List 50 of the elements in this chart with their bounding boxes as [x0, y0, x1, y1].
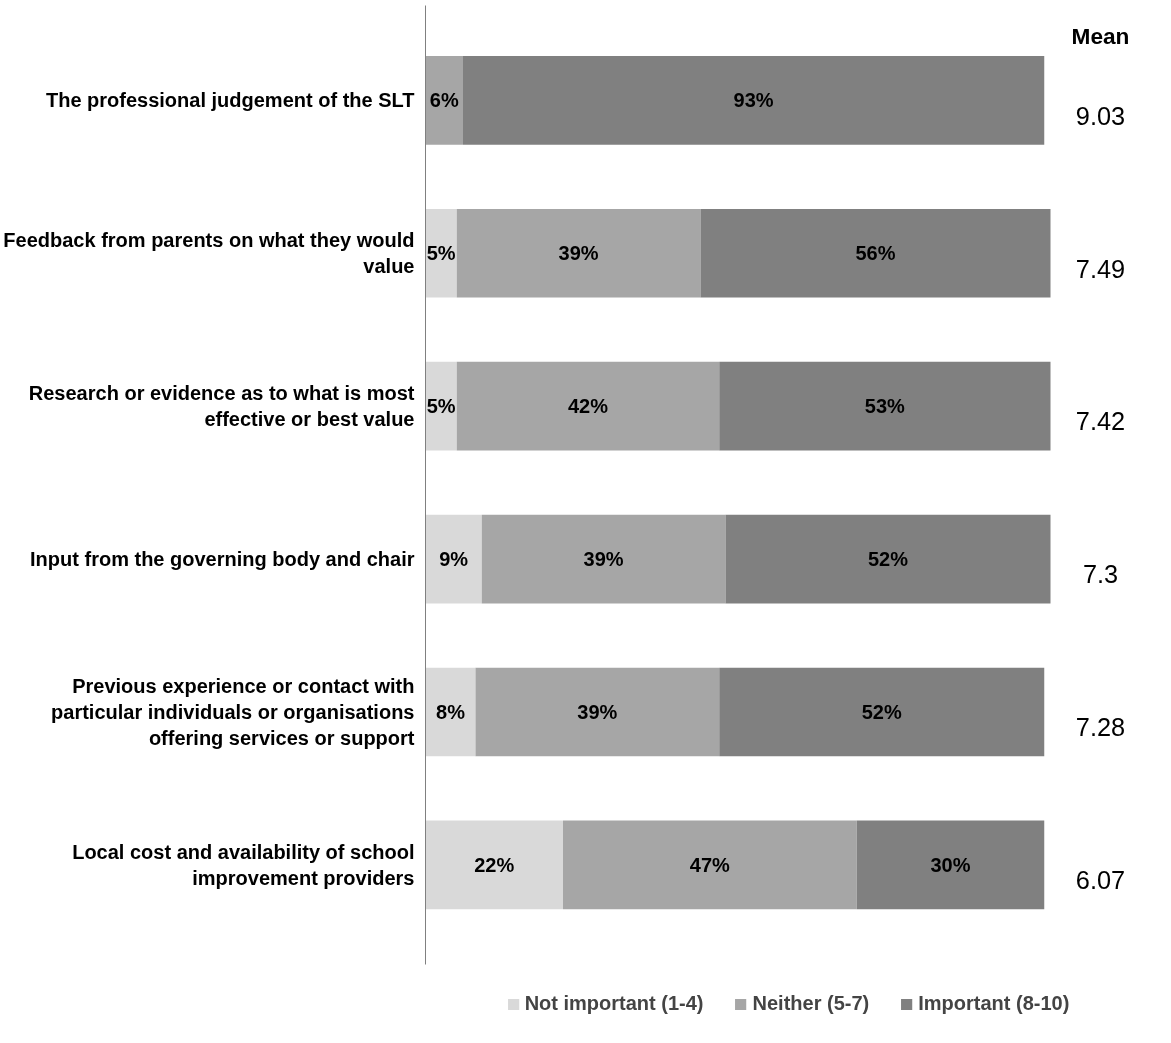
text: 7.42	[1075, 407, 1126, 436]
text: 7.3	[1082, 560, 1119, 589]
bar	[425, 55, 463, 145]
bar	[425, 514, 482, 604]
data-label: 5%	[426, 242, 456, 265]
data-label: 42%	[567, 395, 609, 418]
data-label: 9%	[439, 548, 469, 571]
data-label: 8%	[436, 701, 466, 724]
data-label: 56%	[855, 242, 896, 265]
text: 6.07	[1075, 866, 1126, 895]
data-label: 39%	[583, 548, 624, 571]
bar	[700, 208, 1051, 298]
bar	[856, 820, 1045, 910]
y-tick-label: Feedback from parents on what they would value	[3, 229, 415, 278]
bar	[425, 820, 563, 910]
text: 9.03	[1075, 101, 1126, 130]
data-label: 6%	[429, 89, 459, 112]
legend-label: Neither (5-7)	[752, 992, 870, 1015]
data-label: 52%	[867, 548, 909, 571]
data-label: 30%	[930, 853, 971, 876]
data-label: 39%	[558, 242, 599, 265]
data-label: 93%	[733, 89, 774, 112]
bar	[463, 55, 1045, 145]
bar	[425, 667, 476, 757]
y-tick-label: Input from the governing body and chair	[30, 548, 415, 571]
bar	[563, 820, 857, 910]
data-label: 39%	[577, 701, 618, 724]
bar	[456, 208, 701, 298]
bar	[725, 514, 1051, 604]
y-tick-label: The professional judgement of the SLT	[45, 89, 415, 112]
text: Mean	[1071, 23, 1130, 50]
legend-label: Not important (1-4)	[524, 992, 704, 1015]
bar	[425, 361, 457, 451]
data-label: 22%	[474, 853, 515, 876]
data-label: 53%	[864, 395, 906, 418]
bar	[719, 667, 1045, 757]
y-tick-label: Previous experience or contact with particular individuals or organisations offering services or support	[51, 674, 415, 750]
bar	[456, 361, 720, 451]
data-label: 52%	[861, 701, 902, 724]
y-tick-label: Local cost and availability of school improvement providers	[72, 840, 415, 890]
text: 7.49	[1075, 254, 1126, 283]
data-label: 5%	[426, 395, 456, 418]
bar	[719, 361, 1051, 451]
y-tick-label: Research or evidence as to what is most effective or best value	[28, 381, 415, 431]
bar	[425, 208, 457, 298]
text: 7.28	[1075, 713, 1126, 742]
bar	[481, 514, 726, 604]
data-label: 47%	[689, 853, 731, 876]
legend-label: Important (8-10)	[918, 992, 1070, 1015]
bar	[475, 667, 720, 757]
